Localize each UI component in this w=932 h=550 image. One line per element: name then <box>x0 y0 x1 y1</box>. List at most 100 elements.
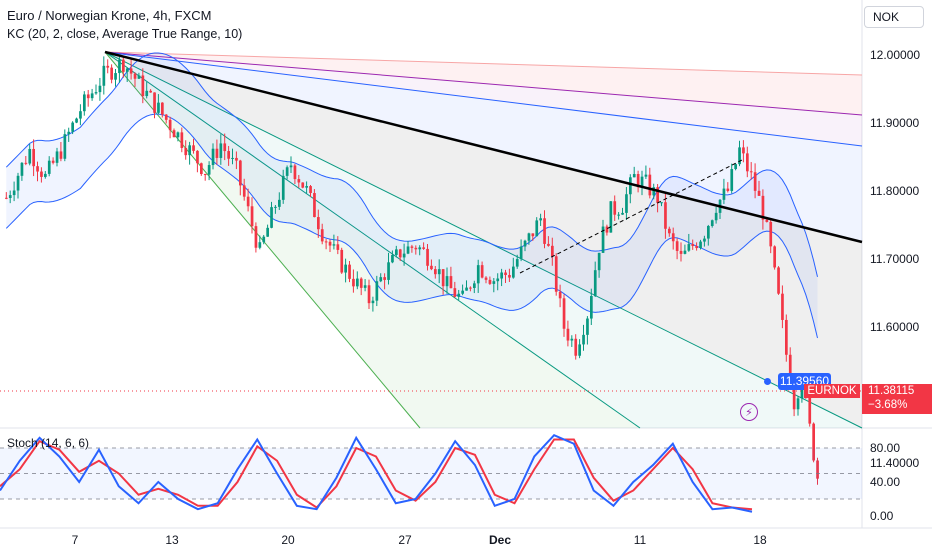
time-tick-label: 18 <box>753 533 767 547</box>
candle-body <box>738 147 741 165</box>
candle-body <box>551 245 554 257</box>
candle-body <box>488 279 492 284</box>
candle-body <box>816 460 819 479</box>
candle-body <box>566 328 570 341</box>
candle-body <box>785 319 788 355</box>
candle-body <box>313 193 316 218</box>
candle-body <box>636 174 640 188</box>
candle-body <box>757 190 761 196</box>
candle-body <box>125 68 129 72</box>
candle-body <box>496 278 500 282</box>
candle-body <box>133 73 137 79</box>
candle-body <box>36 166 39 172</box>
candle-body <box>640 176 644 188</box>
lightning-icon[interactable]: ⚡ <box>740 403 758 421</box>
candle-body <box>176 132 180 138</box>
candle-body <box>16 175 20 191</box>
candle-body <box>379 277 383 282</box>
chart-title[interactable]: Euro / Norwegian Krone, 4h, FXCM <box>7 8 212 23</box>
candle-body <box>504 272 507 276</box>
candle-body <box>90 93 94 99</box>
time-axis[interactable]: 7 13 20 27 Dec 11 18 <box>72 533 767 547</box>
candle-body <box>445 276 449 287</box>
candle-body <box>597 252 601 271</box>
candle-body <box>391 254 394 263</box>
candle-body <box>266 227 269 237</box>
candle-body <box>98 85 102 93</box>
kc-fill <box>6 52 818 339</box>
candle-body <box>473 283 476 288</box>
candle-body <box>94 92 98 94</box>
candle-body <box>231 157 234 159</box>
candle-body <box>278 199 281 207</box>
stoch-d-line <box>0 438 753 511</box>
candle-body <box>203 174 207 176</box>
candle-body <box>660 202 663 204</box>
candle-body <box>621 212 624 215</box>
candle-body <box>671 233 675 242</box>
last-price-box: 11.38115 −3.68% <box>862 384 932 414</box>
candle-body <box>258 242 262 248</box>
candle-body <box>219 143 223 158</box>
candle-body <box>406 246 410 254</box>
candle-body <box>679 250 683 254</box>
candle-body <box>480 265 484 278</box>
candle-body <box>710 220 714 226</box>
kc-lower <box>5 113 818 339</box>
candle-body <box>363 285 367 288</box>
candle-body <box>554 256 558 292</box>
candle-body <box>145 90 149 97</box>
candle-body <box>508 275 511 278</box>
candle-body <box>547 243 550 246</box>
fan-line <box>104 51 863 76</box>
price-tick-label: 12.00000 <box>870 48 920 62</box>
candle-body <box>153 92 156 113</box>
stoch-tick-label: 80.00 <box>870 441 900 455</box>
candle-body <box>110 67 113 80</box>
candle-body <box>79 111 82 119</box>
candle-body <box>250 206 254 227</box>
candle-body <box>297 179 301 183</box>
candle-body <box>441 269 445 287</box>
candle-body <box>161 102 164 115</box>
stoch-legend[interactable]: Stoch (14, 6, 6) <box>7 436 90 450</box>
candle-body <box>317 217 320 230</box>
stoch-band <box>0 448 862 499</box>
candle-body <box>352 278 355 287</box>
candle-body <box>149 90 152 93</box>
main-trendline <box>104 50 863 244</box>
indicator-legend[interactable]: KC (20, 2, close, Average True Range, 10… <box>7 27 243 41</box>
candle-body <box>239 160 242 186</box>
candle-body <box>71 122 74 132</box>
candle-body <box>746 153 749 172</box>
candle-body <box>55 151 59 163</box>
fan-line <box>104 51 863 116</box>
candle-body <box>765 219 769 222</box>
candle-body <box>20 162 24 176</box>
candle-body <box>32 148 35 167</box>
candle-body <box>777 267 780 294</box>
keltner-channel <box>5 52 818 339</box>
candle-body <box>180 132 184 148</box>
price-tick-label: 11.40000 <box>870 456 919 470</box>
currency-selector[interactable]: NOK <box>864 6 924 28</box>
candle-body <box>367 285 371 304</box>
candle-body <box>289 165 293 168</box>
candle-body <box>227 151 230 159</box>
time-tick-label: 13 <box>165 533 179 547</box>
candle-body <box>625 194 628 213</box>
time-tick-label: 27 <box>398 533 412 547</box>
candle-body <box>430 265 433 270</box>
change-percent: −3.68% <box>868 399 908 411</box>
candle-body <box>769 221 773 247</box>
candle-body <box>223 143 227 152</box>
candle-body <box>469 287 472 289</box>
candle-body <box>734 164 737 170</box>
candle-body <box>328 241 332 246</box>
candle-body <box>543 218 546 244</box>
stoch-k-line <box>0 434 753 513</box>
candle-body <box>422 247 425 249</box>
trendlines[interactable] <box>104 50 863 274</box>
candle-body <box>796 398 800 410</box>
